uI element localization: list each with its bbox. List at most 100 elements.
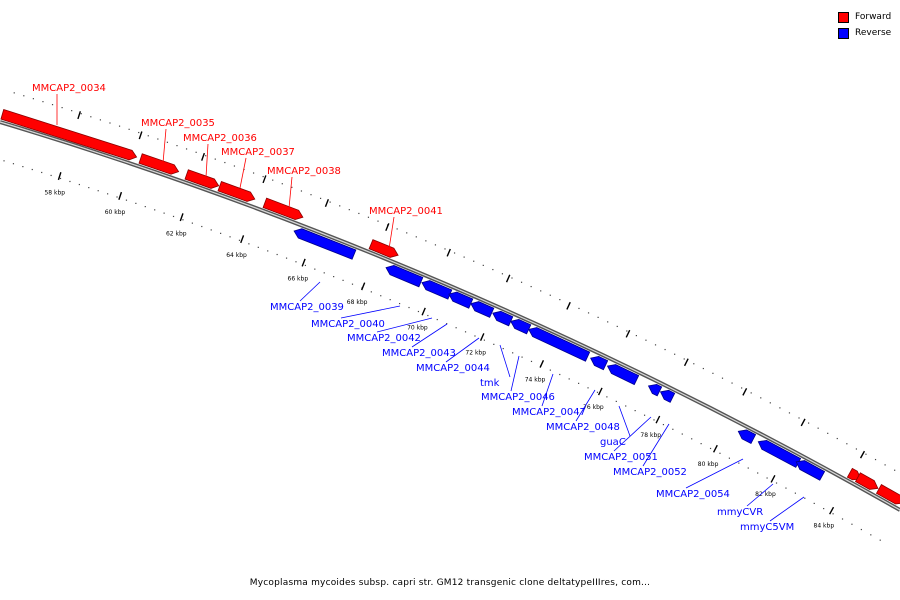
dot-upper [118, 125, 121, 127]
dot-upper [645, 339, 647, 341]
dot-lower [389, 299, 391, 301]
dot-lower [125, 199, 128, 201]
unlabeled-gene-arrow[interactable] [854, 472, 879, 490]
dot-lower [775, 482, 778, 484]
dot-lower [31, 168, 33, 171]
legend-forward-label: Forward [855, 12, 892, 22]
dot-upper [731, 382, 733, 384]
guac-gene-arrow[interactable] [606, 364, 640, 386]
dot-lower [870, 534, 872, 536]
tick-mark [539, 360, 545, 368]
tick-mark-upper [566, 301, 571, 310]
dot-upper [626, 330, 628, 332]
mmcap2-0048-gene-arrow[interactable] [590, 355, 609, 371]
dot-lower [738, 462, 740, 464]
label-leader [746, 483, 774, 507]
dot-upper [109, 122, 111, 124]
mmcap2-0047-gene-arrow[interactable] [528, 327, 591, 362]
gene-label: MMCAP2_0037 [221, 147, 295, 158]
label-leader [205, 143, 209, 178]
gene-label: MMCAP2_0047 [512, 407, 586, 418]
mmcap2-0034-gene-arrow[interactable] [0, 108, 138, 161]
gene-label: MMCAP2_0044 [416, 363, 490, 374]
dot-upper [444, 248, 446, 250]
label-leader [299, 281, 321, 302]
dot-upper [252, 172, 255, 174]
gene-label: MMCAP2_0043 [382, 348, 456, 359]
mmcap2-0036-gene-arrow[interactable] [184, 169, 220, 189]
dot-lower [304, 264, 306, 267]
dot-upper [128, 128, 130, 130]
dot-upper [520, 281, 523, 283]
dot-upper [406, 232, 408, 234]
dot-upper [425, 240, 427, 242]
dot-upper [42, 101, 44, 103]
tick-mark [57, 172, 62, 181]
label-leader [388, 216, 395, 250]
dot-lower [229, 236, 231, 238]
tick-label: 82 kbp [755, 491, 776, 498]
dot-lower [41, 171, 43, 174]
tick-mark [361, 282, 366, 291]
mmcap2-0052-gene-arrow[interactable] [659, 389, 676, 403]
mmcap2-0037-gene-arrow[interactable] [217, 180, 256, 202]
dot-upper [310, 194, 312, 196]
dot-upper [511, 277, 513, 279]
tick-label: 68 kbp [347, 299, 368, 306]
dot-upper [836, 437, 838, 440]
dot-lower [728, 457, 730, 459]
dot-lower [681, 433, 683, 435]
dot-lower [823, 507, 825, 510]
unlabeled-gene-arrow[interactable] [875, 484, 900, 505]
dot-upper [894, 469, 896, 471]
dot-upper [300, 190, 303, 192]
mmcap2-0041-gene-arrow[interactable] [368, 239, 399, 258]
tick-label: 60 kbp [105, 209, 126, 216]
dot-lower [568, 378, 570, 380]
dot-lower [351, 283, 354, 285]
dot-upper [683, 358, 685, 360]
dot-upper [817, 427, 819, 429]
dot-lower [22, 165, 24, 168]
dot-lower [757, 472, 759, 474]
dot-upper [635, 334, 637, 337]
mmcap2-0035-gene-arrow[interactable] [138, 153, 180, 175]
tick-mark-upper [446, 248, 451, 257]
dot-lower [201, 225, 203, 228]
mmyc5vm-gene-arrow[interactable] [795, 460, 826, 481]
dot-upper [32, 98, 34, 100]
label-leader [685, 458, 744, 489]
gene-label: MMCAP2_0048 [546, 422, 620, 433]
dot-upper [281, 183, 283, 185]
gene-label: MMCAP2_0035 [141, 118, 215, 129]
mmcap2-0054-gene-arrow[interactable] [737, 429, 757, 445]
label-leader [541, 373, 554, 407]
mmcap2-0039-gene-arrow[interactable] [293, 228, 357, 260]
mmcap2-0040-gene-arrow[interactable] [385, 264, 424, 288]
dot-lower [238, 239, 241, 241]
dot-lower [596, 391, 599, 393]
gene-label: MMCAP2_0038 [267, 166, 341, 177]
dot-upper [741, 387, 743, 389]
label-leader [288, 176, 293, 209]
gene-label: MMCAP2_0052 [613, 467, 687, 478]
tick-mark-upper [505, 274, 511, 283]
gene-label: guaC [600, 437, 626, 448]
dot-upper [396, 228, 398, 230]
dot-lower [342, 279, 344, 281]
label-leader [642, 423, 670, 467]
label-leader [613, 416, 652, 452]
dot-upper [559, 299, 561, 301]
dot-upper [377, 220, 379, 222]
dot-lower [50, 174, 52, 177]
dot-upper [473, 260, 475, 262]
dot-lower [154, 209, 156, 211]
mmcap2-0044-gene-arrow[interactable] [470, 301, 495, 318]
tick-mark-upper [800, 418, 806, 427]
dot-lower [78, 183, 80, 186]
mmcap2-0038-gene-arrow[interactable] [262, 197, 304, 221]
mmcap2-0051-gene-arrow[interactable] [647, 383, 663, 397]
dot-lower [578, 382, 580, 384]
dot-lower [210, 229, 212, 231]
